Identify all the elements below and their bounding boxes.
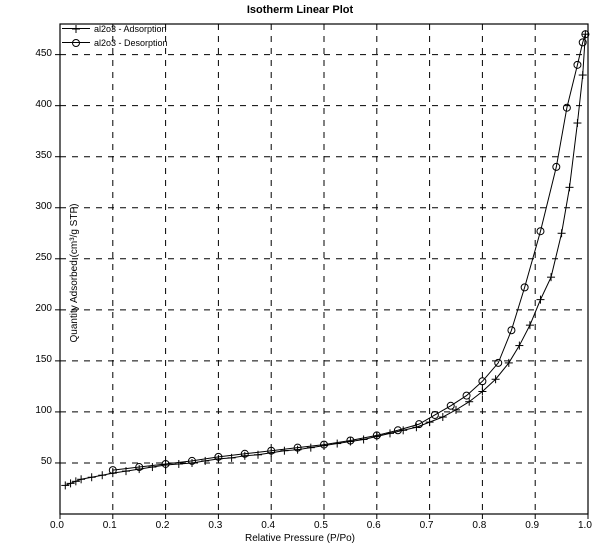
- y-tick-label: 350: [35, 150, 52, 161]
- x-tick-label: 0.5: [314, 520, 328, 531]
- y-tick-label: 50: [41, 456, 52, 467]
- x-tick-label: 0.7: [420, 520, 434, 531]
- x-tick-label: 0.9: [525, 520, 539, 531]
- circle-marker-icon: [62, 36, 90, 50]
- y-tick-label: 150: [35, 354, 52, 365]
- x-tick-label: 0.3: [208, 520, 222, 531]
- legend-label: al2o3 - Desorption: [94, 38, 168, 48]
- x-tick-label: 0.1: [103, 520, 117, 531]
- x-tick-label: 0.6: [367, 520, 381, 531]
- legend-item-desorption: al2o3 - Desorption: [62, 36, 168, 50]
- legend-label: al2o3 - Adsorption: [94, 24, 167, 34]
- y-tick-label: 450: [35, 48, 52, 59]
- x-tick-label: 0.0: [50, 520, 64, 531]
- x-tick-label: 0.4: [261, 520, 275, 531]
- y-tick-label: 400: [35, 99, 52, 110]
- plus-marker-icon: [62, 22, 90, 36]
- y-tick-label: 250: [35, 252, 52, 263]
- y-tick-label: 300: [35, 201, 52, 212]
- y-tick-label: 100: [35, 405, 52, 416]
- x-tick-label: 0.8: [472, 520, 486, 531]
- isotherm-chart: Isotherm Linear Plot Quantity Adsorbed (…: [0, 0, 600, 546]
- legend: al2o3 - Adsorption al2o3 - Desorption: [62, 22, 168, 50]
- y-tick-label: 200: [35, 303, 52, 314]
- x-tick-label: 1.0: [578, 520, 592, 531]
- x-tick-label: 0.2: [156, 520, 170, 531]
- plot-svg: [0, 0, 600, 546]
- legend-item-adsorption: al2o3 - Adsorption: [62, 22, 168, 36]
